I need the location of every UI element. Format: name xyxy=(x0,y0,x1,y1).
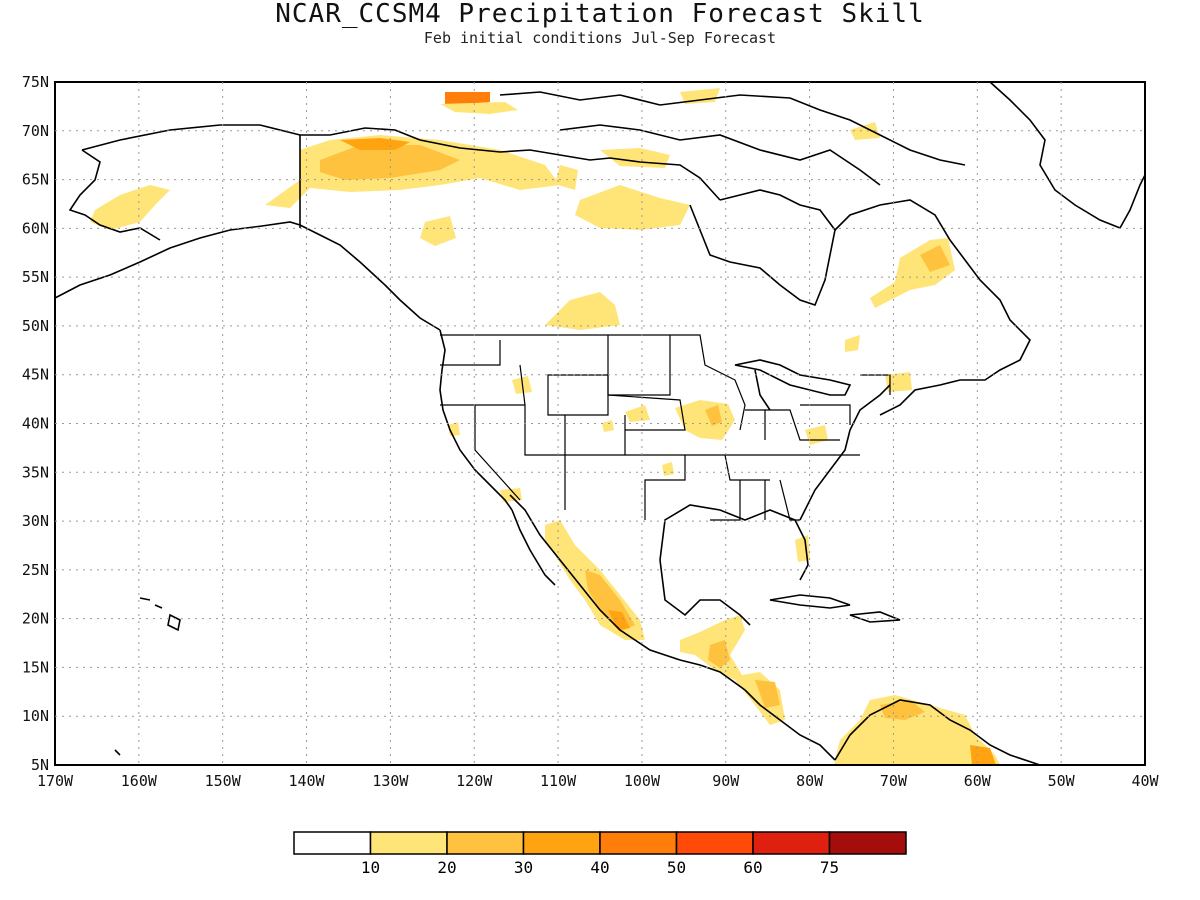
skill-area xyxy=(608,610,630,630)
colorbar-label: 20 xyxy=(437,858,456,877)
skill-area xyxy=(970,745,996,765)
colorbar-swatch xyxy=(446,831,525,855)
lat-label: 65N xyxy=(22,171,49,189)
lon-label: 170W xyxy=(37,772,74,790)
lon-label: 140W xyxy=(288,772,325,790)
lon-label: 160W xyxy=(121,772,158,790)
map-subtitle: Feb initial conditions Jul-Sep Forecast xyxy=(423,29,777,47)
lon-label: 150W xyxy=(205,772,242,790)
skill-area xyxy=(705,405,722,426)
lat-label: 50N xyxy=(22,317,49,335)
map-title: NCAR_CCSM4 Precipitation Forecast Skill xyxy=(275,0,925,29)
skill-area xyxy=(420,216,456,246)
lon-label: 110W xyxy=(540,772,577,790)
skill-area xyxy=(680,88,720,104)
lat-label: 40N xyxy=(22,415,49,433)
lon-label: 100W xyxy=(624,772,661,790)
lon-labels: 170W 160W 150W 140W 130W 120W 110W 100W 90W 80W 70… xyxy=(37,772,1160,790)
lat-label: 30N xyxy=(22,512,49,530)
colorbar-swatch xyxy=(369,831,448,855)
coastlines xyxy=(54,81,1146,766)
colorbar-swatch xyxy=(752,831,831,855)
skill-area xyxy=(90,185,170,230)
skill-area xyxy=(755,680,780,708)
skill-area xyxy=(575,185,690,230)
lat-label: 5N xyxy=(31,756,49,774)
lon-label: 40W xyxy=(1131,772,1159,790)
skill-area xyxy=(340,138,410,150)
skill-area xyxy=(845,335,860,352)
skill-area xyxy=(708,640,730,668)
colorbar-label: 75 xyxy=(820,858,839,877)
skill-area xyxy=(850,122,880,140)
skill-area xyxy=(675,400,735,440)
skill-area xyxy=(920,245,950,272)
lon-label: 50W xyxy=(1048,772,1076,790)
skill-area xyxy=(805,425,828,445)
lat-label: 45N xyxy=(22,366,49,384)
skill-area xyxy=(885,372,912,392)
colorbar-swatch xyxy=(293,831,372,855)
colorbar-label: 30 xyxy=(514,858,533,877)
lat-label: 55N xyxy=(22,268,49,286)
skill-area xyxy=(445,92,490,104)
lat-label: 75N xyxy=(22,73,49,91)
colorbar: 10 20 30 40 50 60 75 xyxy=(293,831,907,877)
skill-area xyxy=(662,462,674,476)
skill-area xyxy=(625,405,650,422)
colorbar-swatch xyxy=(675,831,754,855)
lon-label: 130W xyxy=(372,772,409,790)
colorbar-swatch xyxy=(828,831,907,855)
skill-area xyxy=(545,292,620,330)
skill-area xyxy=(680,615,785,725)
lon-label: 60W xyxy=(964,772,992,790)
skill-area xyxy=(602,420,614,432)
gridlines xyxy=(55,82,1145,765)
skill-shading xyxy=(90,88,1000,765)
colorbar-label: 10 xyxy=(361,858,380,877)
lat-label: 15N xyxy=(22,658,49,676)
lat-label: 20N xyxy=(22,610,49,628)
lat-label: 60N xyxy=(22,219,49,237)
skill-area xyxy=(870,238,955,308)
colorbar-swatch xyxy=(522,831,601,855)
lon-label: 80W xyxy=(796,772,824,790)
skill-area xyxy=(555,165,578,190)
lat-label: 35N xyxy=(22,463,49,481)
lat-label: 10N xyxy=(22,707,49,725)
lon-label: 70W xyxy=(880,772,908,790)
lon-label: 90W xyxy=(712,772,740,790)
colorbar-label: 50 xyxy=(667,858,686,877)
colorbar-label: 60 xyxy=(743,858,762,877)
colorbar-label: 40 xyxy=(590,858,609,877)
skill-area xyxy=(440,102,518,114)
lat-label: 25N xyxy=(22,561,49,579)
lon-label: 120W xyxy=(456,772,493,790)
lat-label: 70N xyxy=(22,122,49,140)
lat-labels: 5N 10N 15N 20N 25N 30N 35N 40N 45N 50N 55N 60N 65N 70… xyxy=(22,73,49,774)
colorbar-swatch xyxy=(599,831,678,855)
map-frame xyxy=(54,81,1146,766)
state-boundaries xyxy=(440,334,891,521)
skill-area xyxy=(320,145,460,180)
